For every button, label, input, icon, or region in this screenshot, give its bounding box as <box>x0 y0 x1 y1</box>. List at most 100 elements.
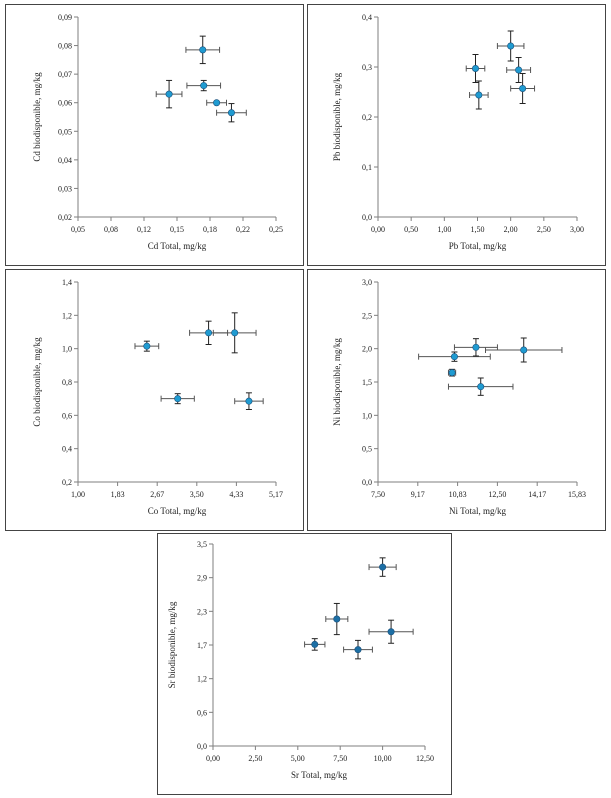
chart-cd: 0,05 0,08 0,12 0,15 0,18 0,22 0,25 0,02 0,03 0,04… <box>32 13 283 251</box>
x-tick-label: 2,50 <box>248 754 262 763</box>
y-tick-label: 1,5 <box>362 378 372 387</box>
panel-co: 1,00 1,83 2,67 3,50 4,33 5,17 0,2 0,4 0,6 0,8 1,0 1… <box>5 269 304 531</box>
x-tick-label: 2,50 <box>537 225 551 234</box>
data-point <box>472 64 480 72</box>
y-tick-label: 0,5 <box>362 445 372 454</box>
x-tick-label: 0,00 <box>206 754 220 763</box>
y-axis-title: Sr biodisponible, mg/kg <box>167 601 177 688</box>
x-axis-title: Co Total, mg/kg <box>148 506 207 516</box>
x-tick-label: 3,00 <box>570 225 584 234</box>
x-tick-label: 1,50 <box>471 225 485 234</box>
y-tick-label: 2,5 <box>362 311 372 320</box>
x-axis-title: Sr Total, mg/kg <box>291 770 347 780</box>
y-tick-label: 1,7 <box>197 641 207 650</box>
chart-co: 1,00 1,83 2,67 3,50 4,33 5,17 0,2 0,4 0,6 0,8 1,0 1… <box>32 278 283 516</box>
y-tick-label: 2,3 <box>197 607 207 616</box>
x-tick-label: 0,22 <box>236 225 250 234</box>
y-tick-label: 0,0 <box>197 742 207 751</box>
x-tick-label: 7,50 <box>333 754 347 763</box>
y-tick-label: 1,0 <box>62 345 72 354</box>
x-tick-label: 3,50 <box>190 490 204 499</box>
y-tick-label: 0,03 <box>58 184 72 193</box>
data-point <box>231 329 239 337</box>
panel-cd: 0,05 0,08 0,12 0,15 0,18 0,22 0,25 0,02 0,03 0,04… <box>5 4 304 266</box>
y-tick-label: 1,0 <box>362 411 372 420</box>
x-axis-title: Pb Total, mg/kg <box>449 241 507 251</box>
x-tick-label: 12,50 <box>488 490 506 499</box>
data-point <box>477 383 485 391</box>
data-point <box>515 66 523 74</box>
y-tick-label: 0,09 <box>58 13 72 22</box>
data-point <box>213 99 221 107</box>
x-tick-label: 15,83 <box>568 490 586 499</box>
y-tick-label: 0,1 <box>362 163 372 172</box>
y-tick-label: 0,07 <box>58 70 72 79</box>
panel-ni: 7,50 9,17 10,83 12,50 14,17 15,83 0,0 0,5 1,0 1,5… <box>307 269 606 531</box>
x-tick-label: 0,15 <box>170 225 184 234</box>
y-tick-label: 0,2 <box>362 113 372 122</box>
data-point <box>205 329 213 337</box>
x-tick-label: 0,50 <box>404 225 418 234</box>
y-tick-label: 0,08 <box>58 42 72 51</box>
y-tick-label: 0,4 <box>62 445 72 454</box>
y-tick-label: 2,0 <box>362 345 372 354</box>
data-point <box>174 395 182 403</box>
data-point <box>472 343 480 351</box>
x-tick-label: 14,17 <box>528 490 546 499</box>
data-point <box>165 90 173 98</box>
y-tick-label: 1,2 <box>197 675 207 684</box>
x-tick-label: 0,08 <box>104 225 118 234</box>
data-point <box>450 353 458 361</box>
y-tick-label: 0,3 <box>362 63 372 72</box>
x-tick-label: 0,05 <box>71 225 85 234</box>
x-tick-label: 7,50 <box>371 490 385 499</box>
y-tick-label: 1,4 <box>62 278 72 287</box>
x-tick-label: 10,00 <box>374 754 392 763</box>
y-tick-label: 2,9 <box>197 574 207 583</box>
x-tick-label: 2,00 <box>504 225 518 234</box>
x-tick-label: 0,18 <box>203 225 217 234</box>
data-point <box>379 563 387 571</box>
chart-ni: 7,50 9,17 10,83 12,50 14,17 15,83 0,0 0,5 1,0 1,5… <box>332 278 586 516</box>
chart-pb: 0,00 0,50 1,00 1,50 2,00 2,50 3,00 0,0 0,1 0,2 0,3… <box>332 13 584 251</box>
y-axis-title: Pb biodisponible, mg/kg <box>332 72 342 161</box>
x-tick-label: 0,25 <box>269 225 283 234</box>
x-tick-label: 1,83 <box>111 490 125 499</box>
x-axis-title: Ni Total, mg/kg <box>449 506 506 516</box>
x-tick-label: 0,12 <box>137 225 151 234</box>
y-tick-label: 1,2 <box>62 311 72 320</box>
y-axis-title: Ni biodisponible, mg/kg <box>332 338 342 426</box>
y-tick-label: 0,4 <box>362 13 372 22</box>
x-tick-label: 1,00 <box>71 490 85 499</box>
y-tick-label: 0,0 <box>362 213 372 222</box>
y-tick-label: 0,6 <box>62 411 72 420</box>
chart-sr: 0,00 2,50 5,00 7,50 10,00 12,50 0,0 0,6 1,2 1,7 2,… <box>167 540 434 780</box>
x-tick-label: 10,83 <box>449 490 467 499</box>
panel-sr: 0,00 2,50 5,00 7,50 10,00 12,50 0,0 0,6 1,2 1,7 2,… <box>157 533 452 795</box>
x-tick-label: 4,33 <box>229 490 243 499</box>
data-point <box>200 82 208 90</box>
data-point <box>245 397 253 405</box>
y-tick-label: 3,5 <box>197 540 207 549</box>
x-tick-label: 2,67 <box>150 490 164 499</box>
data-point <box>311 640 319 648</box>
y-tick-label: 0,05 <box>58 127 72 136</box>
y-tick-label: 0,6 <box>197 708 207 717</box>
data-point <box>507 42 515 50</box>
x-tick-label: 0,00 <box>371 225 385 234</box>
data-point <box>448 369 456 377</box>
x-tick-label: 12,50 <box>416 754 434 763</box>
data-point <box>520 346 528 354</box>
y-axis-title: Cd biodisponible, mg/kg <box>32 72 42 162</box>
y-axis-title: Co biodisponible, mg/kg <box>32 337 42 427</box>
y-tick-label: 0,0 <box>362 478 372 487</box>
y-tick-label: 0,06 <box>58 99 72 108</box>
data-point <box>143 342 151 350</box>
data-point <box>519 85 527 93</box>
data-point <box>354 646 362 654</box>
y-tick-label: 0,04 <box>58 156 72 165</box>
x-tick-label: 9,17 <box>411 490 425 499</box>
y-tick-label: 0,02 <box>58 213 72 222</box>
y-tick-label: 0,2 <box>62 478 72 487</box>
x-tick-label: 1,00 <box>437 225 451 234</box>
